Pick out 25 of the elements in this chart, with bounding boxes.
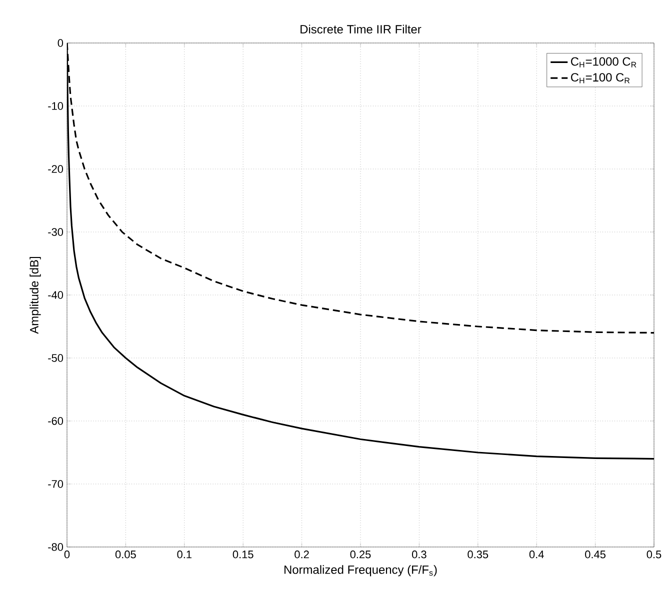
x-tick-label: 0.5 [646,550,662,558]
chart-title: Discrete Time IIR Filter [300,24,422,34]
y-tick-label: 0 [58,39,64,47]
x-tick-label: 0.1 [177,550,192,558]
y-tick-label: -10 [48,102,64,110]
y-tick-label: -40 [48,291,64,299]
x-tick-label: 0.35 [468,550,488,558]
x-tick-label: 0.25 [350,550,371,558]
y-tick-label: -70 [48,480,64,488]
y-tick-label: -30 [48,228,64,236]
y-tick-label: -20 [48,165,64,173]
y-tick-label: -80 [48,543,64,551]
legend-label: C$_{H}$=100 C$_{R}$ [571,73,630,84]
x-tick-label: 0.45 [585,550,606,558]
x-tick-label: 0 [64,550,70,558]
x-axis-title: Normalized Frequency (F/F$_{s}$) [284,565,437,576]
x-tick-label: 0.2 [294,550,309,558]
y-axis-title: Amplitude [dB] [30,257,41,334]
y-tick-label: -50 [48,354,64,362]
legend-label: C$_{H}$=1000 C$_{R}$ [571,57,636,68]
x-tick-label: 0.3 [412,550,426,558]
x-tick-label: 0.4 [529,550,544,558]
x-tick-label: 0.15 [232,550,254,558]
x-tick-label: 0.05 [115,550,136,558]
y-tick-label: -60 [48,417,64,425]
